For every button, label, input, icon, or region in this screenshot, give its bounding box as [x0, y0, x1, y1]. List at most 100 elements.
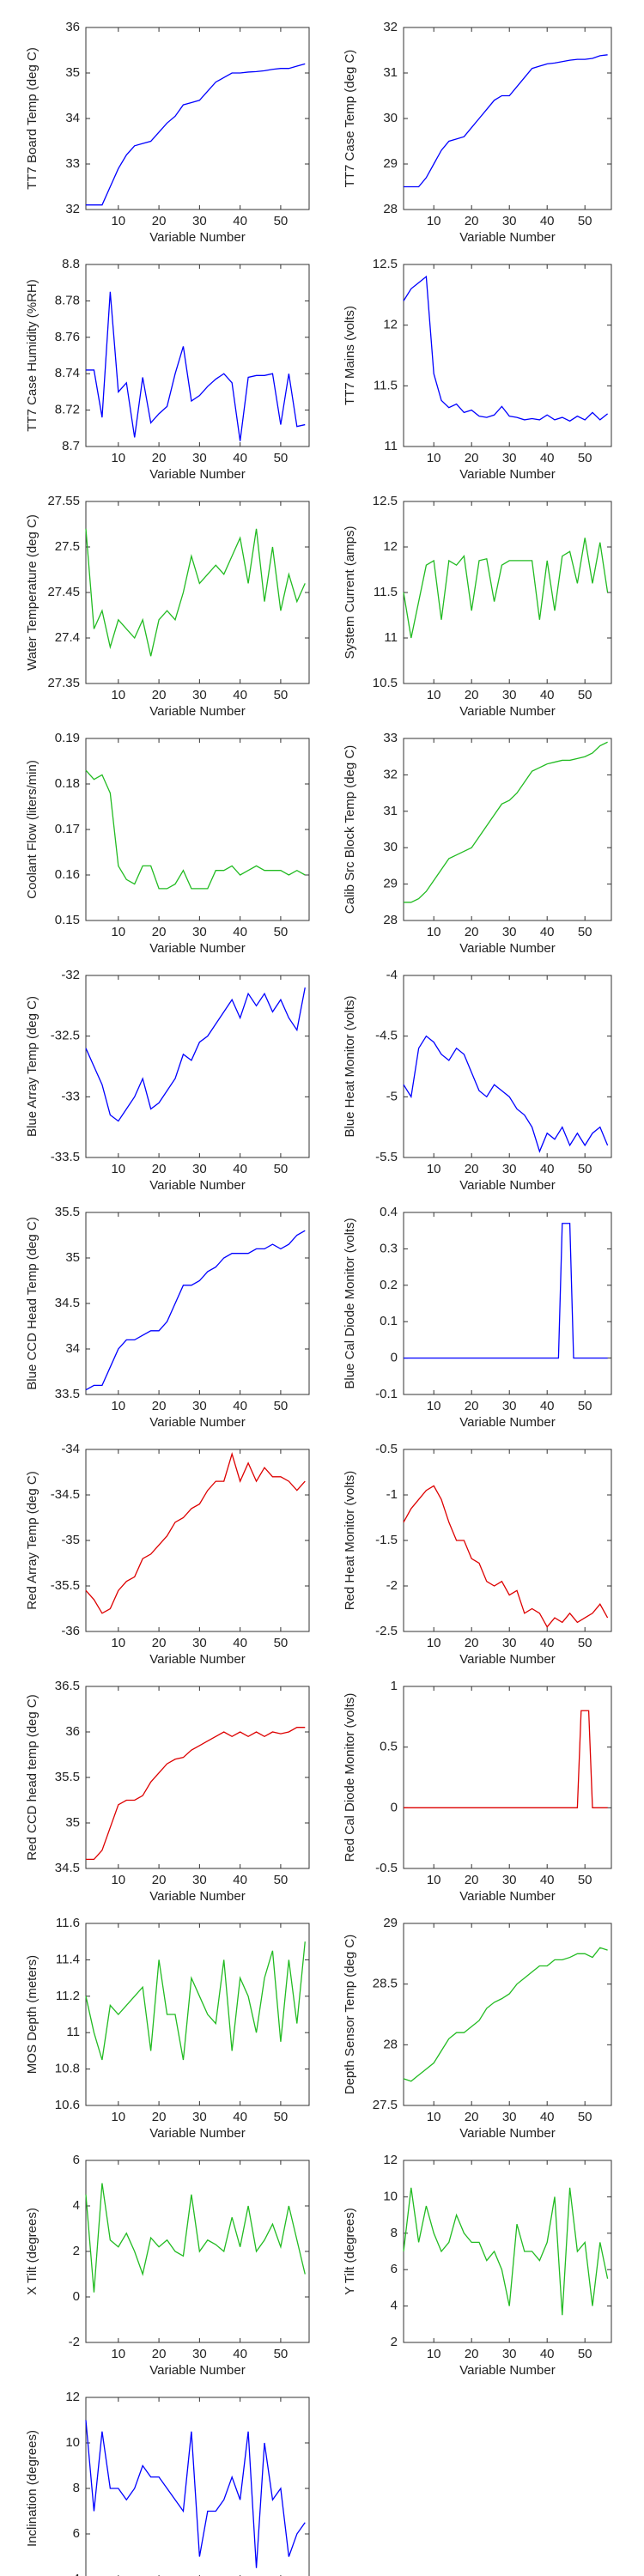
y-axis-label: Blue Cal Diode Monitor (volts) — [343, 1218, 357, 1388]
y-tick-label: 32 — [383, 767, 398, 781]
y-axis-label: Blue CCD Head Temp (deg C) — [25, 1217, 39, 1389]
plot-frame — [85, 2160, 310, 2343]
data-line — [403, 275, 609, 422]
y-tick-label: 27.5 — [55, 539, 80, 554]
x-tick-label: 10 — [111, 2110, 125, 2124]
x-tick-label: 50 — [274, 1873, 289, 1887]
data-line — [403, 2187, 609, 2316]
y-tick-label: -5.5 — [375, 1150, 398, 1164]
x-tick-label: 30 — [502, 688, 517, 702]
x-tick-label: 10 — [111, 1636, 125, 1650]
y-tick-label: 0.1 — [380, 1314, 398, 1328]
y-axis-label: Red CCD head temp (deg C) — [25, 1694, 39, 1860]
x-tick-label: 40 — [540, 2110, 555, 2124]
y-tick-label: 8.76 — [55, 330, 80, 344]
y-tick-label: 33 — [383, 731, 398, 745]
y-tick-label: -5 — [386, 1089, 398, 1103]
plot-frame — [85, 1212, 310, 1395]
y-tick-label: 27.4 — [55, 630, 80, 645]
y-tick-label: 36 — [65, 1724, 80, 1739]
x-tick-label: 40 — [540, 214, 555, 228]
y-tick-label: 0.3 — [380, 1241, 398, 1255]
y-axis-label: Water Temperature (deg C) — [25, 514, 39, 671]
x-tick-label: 50 — [578, 451, 592, 465]
y-tick-label: 11.5 — [374, 378, 398, 392]
x-tick-label: 20 — [465, 214, 479, 228]
x-tick-label: 10 — [427, 214, 441, 228]
plot-frame — [85, 1923, 310, 2106]
y-tick-label: 31 — [383, 65, 398, 80]
x-tick-label: 20 — [152, 214, 167, 228]
data-line — [404, 741, 608, 903]
data-line — [86, 63, 306, 206]
x-tick-label: 10 — [111, 1162, 125, 1176]
x-tick-label: 20 — [152, 688, 167, 702]
x-tick-label: 30 — [502, 1873, 517, 1887]
data-line — [85, 769, 306, 890]
y-tick-label: 0.15 — [55, 913, 80, 927]
y-tick-label: 0 — [391, 1800, 398, 1814]
y-tick-label: -1 — [386, 1487, 398, 1502]
y-tick-label: -34 — [61, 1442, 80, 1456]
x-tick-label: 50 — [274, 1162, 289, 1176]
y-tick-label: 10 — [65, 2435, 80, 2450]
y-tick-label: -32 — [61, 968, 80, 982]
y-tick-label: 12 — [383, 318, 398, 332]
y-tick-label: 11.6 — [56, 1916, 80, 1930]
x-tick-label: 20 — [465, 1399, 479, 1413]
y-axis-label: Y Tilt (degrees) — [343, 2208, 357, 2294]
y-tick-label: -0.5 — [375, 1442, 398, 1456]
plot-frame — [85, 1686, 310, 1869]
x-tick-label: 20 — [152, 2110, 167, 2124]
x-tick-label: 50 — [578, 1873, 592, 1887]
x-tick-label: 20 — [465, 1873, 479, 1887]
x-tick-label: 50 — [274, 214, 289, 228]
x-tick-label: 10 — [427, 1399, 441, 1413]
x-tick-label: 30 — [192, 925, 207, 939]
data-line — [85, 2183, 306, 2293]
x-tick-label: 50 — [274, 451, 289, 465]
x-axis-label: Variable Number — [459, 2363, 555, 2378]
x-axis-label: Variable Number — [149, 1415, 245, 1430]
y-axis-label: Inclination (degrees) — [25, 2430, 39, 2547]
x-axis-label: Variable Number — [149, 467, 245, 482]
y-tick-label: 6 — [391, 2262, 398, 2276]
x-tick-label: 50 — [578, 214, 592, 228]
y-tick-label: -0.5 — [375, 1861, 398, 1875]
y-tick-label: 0.19 — [55, 731, 80, 745]
x-tick-label: 20 — [465, 688, 479, 702]
y-tick-label: 10.5 — [373, 676, 398, 690]
x-tick-label: 10 — [427, 1873, 441, 1887]
y-tick-label: 8.7 — [62, 439, 80, 453]
y-axis-label: Depth Sensor Temp (deg C) — [343, 1935, 357, 2094]
x-tick-label: 50 — [274, 688, 289, 702]
y-tick-label: 4 — [73, 2572, 80, 2576]
x-tick-label: 40 — [540, 925, 555, 939]
plot-frame — [403, 1212, 612, 1395]
x-axis-label: Variable Number — [149, 1178, 245, 1193]
x-tick-label: 20 — [152, 1162, 167, 1176]
x-tick-label: 40 — [233, 925, 247, 939]
x-tick-label: 50 — [578, 2110, 592, 2124]
x-axis-label: Variable Number — [149, 2126, 245, 2141]
y-tick-label: 6 — [73, 2526, 80, 2541]
y-tick-label: 33.5 — [55, 1387, 80, 1401]
x-tick-label: 50 — [578, 688, 592, 702]
x-tick-label: 40 — [233, 1636, 247, 1650]
y-axis-label: MOS Depth (meters) — [25, 1955, 39, 2074]
y-tick-label: -34.5 — [51, 1487, 80, 1502]
x-tick-label: 10 — [427, 1636, 441, 1650]
data-line — [404, 1710, 608, 1808]
y-tick-label: 0 — [73, 2289, 80, 2304]
data-line — [403, 1947, 608, 2082]
y-tick-label: 10.8 — [55, 2062, 80, 2076]
plot-frame — [403, 1923, 612, 2106]
x-tick-label: 50 — [578, 925, 592, 939]
x-axis-label: Variable Number — [459, 704, 555, 719]
x-axis-label: Variable Number — [459, 1415, 555, 1430]
y-axis-label: TT7 Board Temp (deg C) — [25, 47, 39, 190]
y-tick-label: -2 — [69, 2335, 80, 2349]
y-tick-label: 8.74 — [55, 366, 80, 380]
plot-frame — [403, 264, 612, 447]
x-axis-label: Variable Number — [149, 1889, 245, 1904]
